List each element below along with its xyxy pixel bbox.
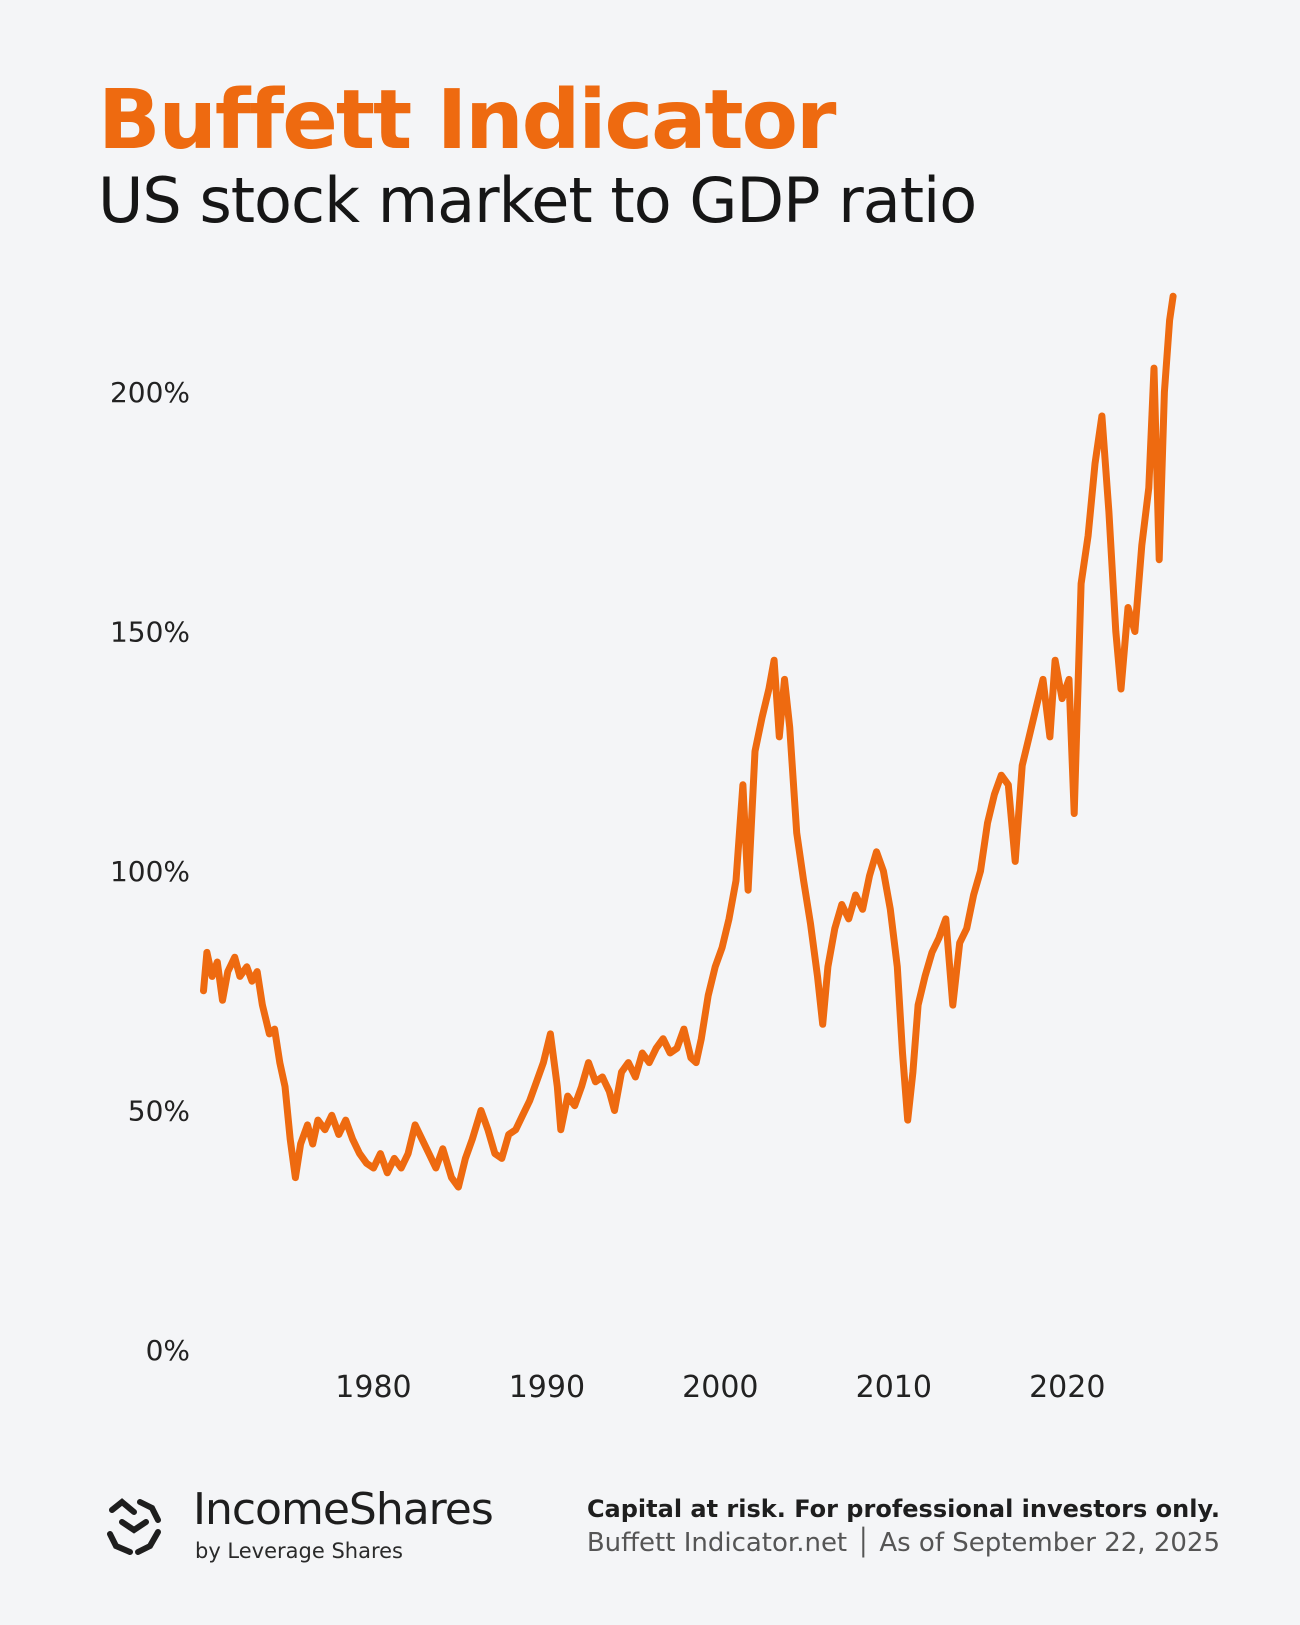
source-text: Buffett Indicator.net │ As of September … <box>586 1528 1220 1558</box>
x-tick-label: 1990 <box>509 1370 585 1405</box>
x-tick-label: 1980 <box>335 1370 411 1405</box>
y-tick-label: 150% <box>110 616 190 649</box>
incomeshares-logo-icon <box>107 1498 161 1555</box>
x-axis-ticks: 1980 1990 2000 2010 2020 <box>335 1370 1105 1405</box>
x-tick-label: 2000 <box>682 1370 758 1405</box>
chart-subtitle: US stock market to GDP ratio <box>98 164 977 237</box>
series-layer <box>200 292 1177 1191</box>
chart-title: Buffett Indicator <box>98 73 836 168</box>
y-tick-label: 100% <box>110 855 190 888</box>
y-tick-label: 0% <box>146 1334 190 1367</box>
brand-tagline: by Leverage Shares <box>195 1539 404 1563</box>
y-tick-label: 200% <box>110 376 190 409</box>
y-tick-label: 50% <box>128 1095 190 1128</box>
y-axis-ticks: 0% 50% 100% 150% 200% <box>110 376 190 1367</box>
x-tick-label: 2010 <box>856 1370 932 1405</box>
disclaimer-text: Capital at risk. For professional invest… <box>586 1495 1220 1523</box>
series-line <box>200 292 1177 1191</box>
brand-name: IncomeShares <box>193 1484 494 1535</box>
x-tick-label: 2020 <box>1029 1370 1105 1405</box>
